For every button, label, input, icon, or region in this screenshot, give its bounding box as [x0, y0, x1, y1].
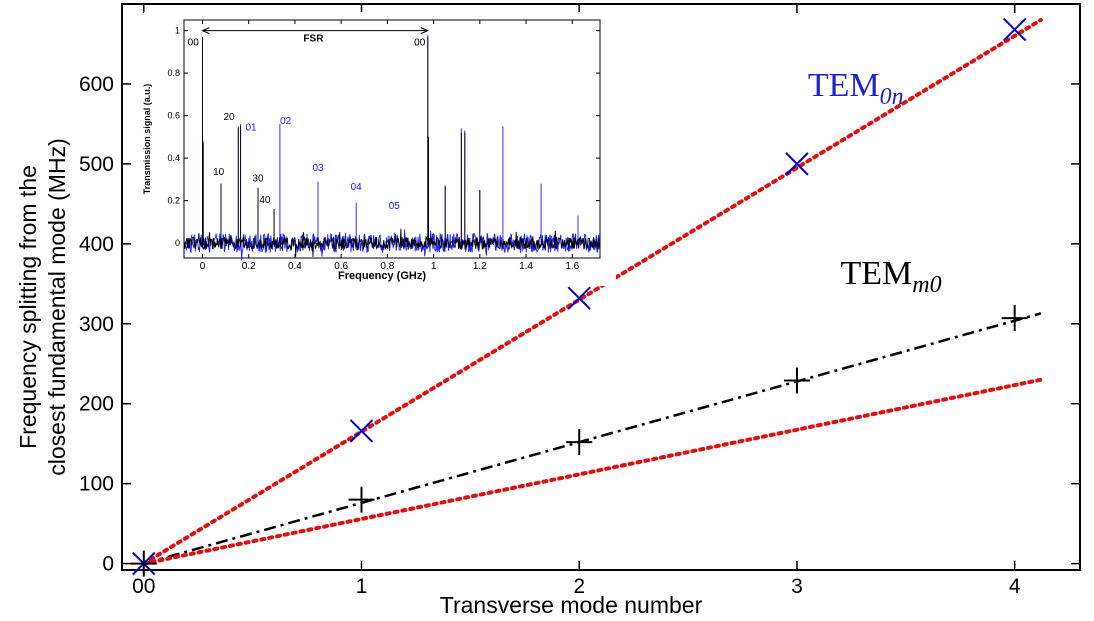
inset-y-tick-label: 0.4 [167, 153, 180, 163]
inset-y-tick-label: 1 [175, 26, 180, 36]
annotation-subscript: m0 [912, 272, 941, 298]
fit-line-dotted-2 [141, 17, 1043, 566]
inset-x-tick-label: 0.2 [242, 261, 256, 272]
data-point-plus-marker [130, 550, 157, 577]
inset-x-tick-label: 0.6 [334, 261, 348, 272]
inset-x-axis-label: Frequency (GHz) [338, 270, 426, 282]
annotation-subscript: 0n [880, 84, 904, 110]
data-point-x-marker [1002, 17, 1027, 42]
x-tick-label: 4 [1009, 575, 1021, 598]
y-tick-label: 0 [102, 553, 114, 576]
x-tick-label: 2 [573, 575, 585, 598]
y-axis-label-line1: Frequency splitting from the [15, 165, 41, 449]
data-point-plus-marker [566, 429, 593, 456]
inset-y-axis-label: Transmission signal (a.u.) [142, 84, 152, 195]
inset-peak-label: 00 [188, 38, 200, 49]
inset-peak-label: 20 [224, 112, 236, 123]
fsr-arrow-head-right [420, 27, 430, 35]
data-point-plus-marker [1001, 305, 1028, 332]
inset-y-tick-label: 0.6 [167, 111, 180, 121]
y-axis-label: Frequency splitting from the closest fund… [15, 138, 70, 475]
series-annotation: TEMm0 [841, 255, 942, 298]
inset-peak-label: 03 [312, 163, 324, 174]
y-tick-label: 300 [79, 313, 114, 336]
series-annotation: TEM0n [808, 67, 904, 110]
annotation-main: TEM [808, 67, 880, 104]
data-point-x-marker [785, 152, 809, 176]
inset-trace-black [183, 37, 601, 257]
y-axis-label-line2: closest fundamental mode (MHz) [44, 138, 70, 475]
annotation-main: TEM [841, 255, 913, 292]
inset-x-tick-label: 0 [200, 261, 206, 272]
data-point-plus-marker [348, 486, 375, 513]
inset-x-tick-label: 1.2 [473, 261, 487, 272]
inset-peak-label: 00 [414, 38, 426, 49]
x-tick-label: 1 [356, 575, 368, 598]
inset-peak-label: 30 [252, 174, 264, 185]
y-tick-label: 400 [79, 233, 114, 256]
inset-peak-label: 02 [280, 116, 292, 127]
inset-peak-label: 10 [213, 167, 225, 178]
y-tick-label: 200 [79, 393, 114, 416]
x-axis-label: Transverse mode number [440, 592, 703, 618]
inset-peak-label: FSR [303, 33, 324, 44]
data-point-x-marker [349, 419, 374, 443]
fit-line-dotted-4 [141, 377, 1043, 566]
inset-x-tick-label: 1.4 [519, 261, 533, 272]
x-tick-label: 00 [132, 575, 155, 598]
inset-x-tick-label: 1 [431, 261, 437, 272]
fit-line-dashdot-3 [143, 312, 1042, 565]
inset-plot: 0 0.2 0.4 0.6 0.8 1 1.2 1.4 1.6 0 0.2 0.4 0.6 0.8 1 Fre… [142, 12, 616, 286]
inset-x-tick-label: 1.6 [565, 261, 579, 272]
fsr-arrow-head-left [201, 27, 210, 35]
y-tick-label: 100 [79, 473, 114, 496]
inset-x-tick-label: 0.4 [288, 261, 302, 272]
inset-frame [183, 19, 601, 259]
inset-y-tick-label: 0 [175, 238, 180, 248]
y-tick-label: 500 [79, 153, 114, 176]
inset-peak-label: 01 [245, 123, 257, 134]
data-point-plus-marker [783, 367, 810, 394]
y-tick-label: 600 [79, 73, 114, 96]
inset-y-tick-label: 0.8 [167, 68, 180, 78]
inset-peak-label: 05 [389, 201, 401, 212]
inset-x-tick-label: 0.8 [380, 261, 394, 272]
data-point-x-marker [567, 286, 591, 310]
inset-peak-label: 40 [259, 195, 271, 206]
x-tick-label: 3 [791, 575, 803, 598]
inset-y-tick-label: 0.2 [167, 196, 180, 206]
inset-peak-label: 04 [351, 182, 363, 193]
